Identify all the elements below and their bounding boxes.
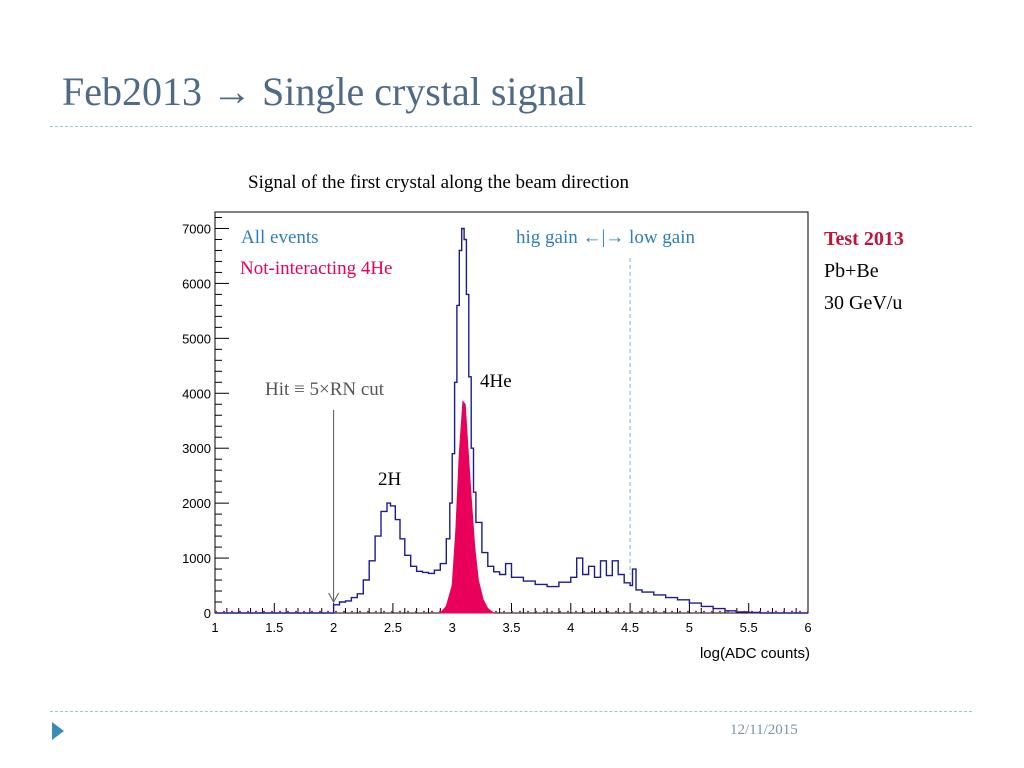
y-tick-label: 2000 [182,496,211,511]
slide-title: Feb2013 → Single crystal signal [62,69,587,114]
x-tick-label: 5.5 [740,620,758,635]
x-tick-label: 2.5 [384,620,402,635]
hit-cut-arrowhead-icon [328,592,340,604]
chart-subtitle: Signal of the first crystal along the be… [248,172,629,193]
footer-divider [50,711,972,712]
x-tick-label: 4.5 [621,620,639,635]
plot-area [214,211,809,614]
title-divider [50,126,972,127]
series-all-events [215,227,808,614]
series-not-interacting-4he [439,400,494,614]
peak-label-2h: 2H [378,469,402,490]
test-label: Test 2013 [824,228,904,250]
y-tick-label: 0 [204,606,211,621]
x-tick-label: 2 [330,620,337,635]
legend-not-interacting: Not-interacting 4He [240,258,392,279]
gain-annotation: hig gain ←|→ low gain [516,227,696,248]
y-tick-label: 7000 [182,221,211,236]
y-tick-label: 4000 [182,386,211,401]
bullet-arrow-icon [52,722,64,740]
hit-cut-annotation: Hit ≡ 5×RN cut [265,379,385,400]
x-tick-label: 3.5 [502,620,520,635]
y-tick-label: 6000 [182,276,211,291]
peak-label-4he: 4He [480,371,512,392]
x-axis-label: log(ADC counts) [700,645,810,662]
x-tick-label: 4 [567,620,574,635]
x-tick-label: 5 [686,620,693,635]
y-tick-label: 1000 [182,551,211,566]
y-tick-label: 3000 [182,441,211,456]
x-tick-label: 1 [211,620,218,635]
footer-date: 12/11/2015 [730,722,798,738]
x-tick-label: 3 [449,620,456,635]
target-label: Pb+Be [824,260,879,282]
x-tick-label: 6 [804,620,811,635]
energy-label: 30 GeV/u [824,292,903,314]
y-tick-label: 5000 [182,331,211,346]
x-tick-label: 1.5 [265,620,283,635]
legend-all-events: All events [241,227,319,248]
